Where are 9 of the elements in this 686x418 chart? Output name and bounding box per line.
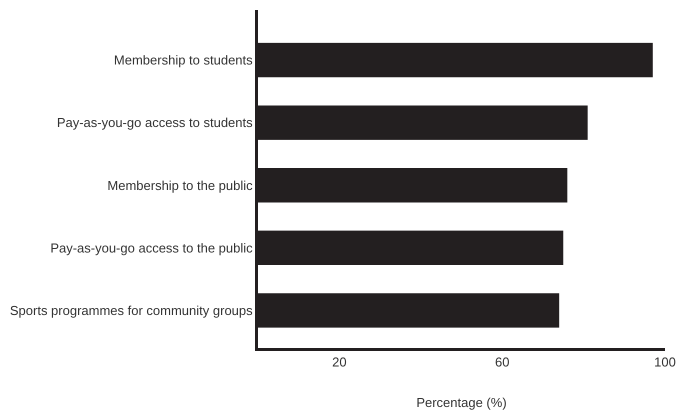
x-tick-label: 100: [654, 354, 676, 370]
y-tick-label: Pay-as-you-go access to students: [56, 115, 254, 130]
x-tick-label: 20: [332, 354, 347, 370]
y-tick-label: Membership to students: [114, 52, 254, 68]
x-axis-title: Percentage (%): [416, 394, 507, 410]
y-tick-label: Membership to the public: [107, 178, 254, 193]
y-tick-label: Pay-as-you-go access to the public: [50, 240, 254, 256]
y-tick-label: Sports programmes for community groups: [10, 302, 254, 318]
x-tick-label: 60: [494, 354, 510, 370]
